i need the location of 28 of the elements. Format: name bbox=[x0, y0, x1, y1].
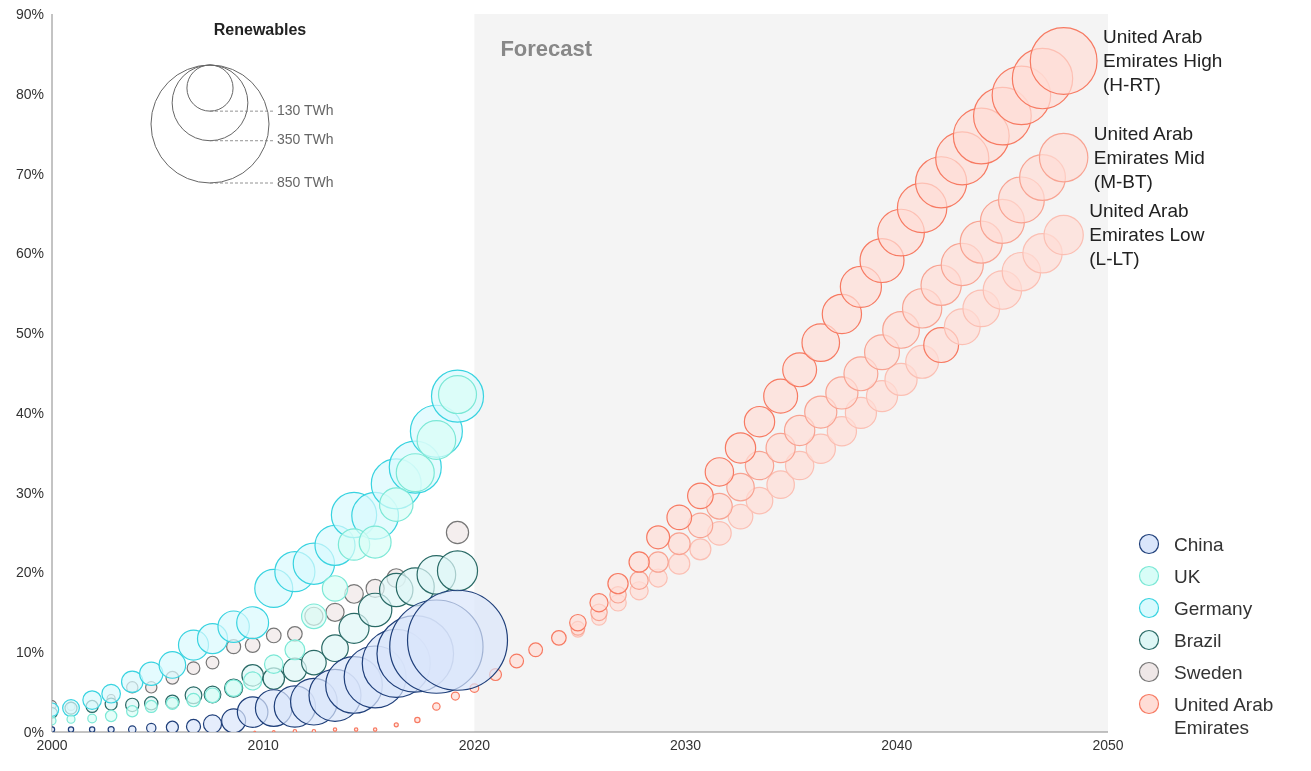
y-tick-label: 60% bbox=[15, 245, 44, 262]
legend-label: UK bbox=[1174, 565, 1202, 588]
x-tick-label: 2010 bbox=[247, 736, 279, 753]
y-tick-label: 50% bbox=[15, 325, 44, 342]
series-label: United Arab Emirates Mid (M-BT) bbox=[1093, 121, 1206, 194]
x-tick-label: 2040 bbox=[881, 736, 913, 753]
y-tick-label: 40% bbox=[15, 404, 44, 421]
series-label: United Arab Emirates Low (L-LT) bbox=[1089, 199, 1206, 271]
legend-label: Germany bbox=[1174, 597, 1254, 620]
y-tick-label: 10% bbox=[15, 644, 44, 661]
legend-label: Sweden bbox=[1174, 661, 1244, 684]
x-tick-label: 2050 bbox=[1092, 736, 1124, 753]
y-tick-label: 20% bbox=[15, 564, 44, 581]
legend-label: Brazil bbox=[1174, 629, 1223, 652]
legend-label: 850 TWh bbox=[277, 173, 334, 190]
x-tick-label: 2020 bbox=[458, 736, 491, 753]
y-tick-label: 70% bbox=[15, 165, 44, 182]
legend-label: 350 TWh bbox=[277, 131, 334, 148]
y-tick-label: 80% bbox=[15, 85, 44, 102]
legend-label: United Arab Emirates bbox=[1174, 693, 1275, 739]
x-tick-label: 2030 bbox=[670, 736, 702, 753]
legend-label: 130 TWh bbox=[277, 101, 334, 118]
series-label: United Arab Emirates High (H-RT) bbox=[1103, 25, 1224, 98]
band-label: Forecast bbox=[500, 35, 593, 61]
y-tick-label: 90% bbox=[15, 5, 44, 22]
legend-label: China bbox=[1174, 533, 1225, 556]
y-tick-label: 30% bbox=[15, 484, 44, 501]
legend-title: Renewables bbox=[213, 21, 307, 38]
